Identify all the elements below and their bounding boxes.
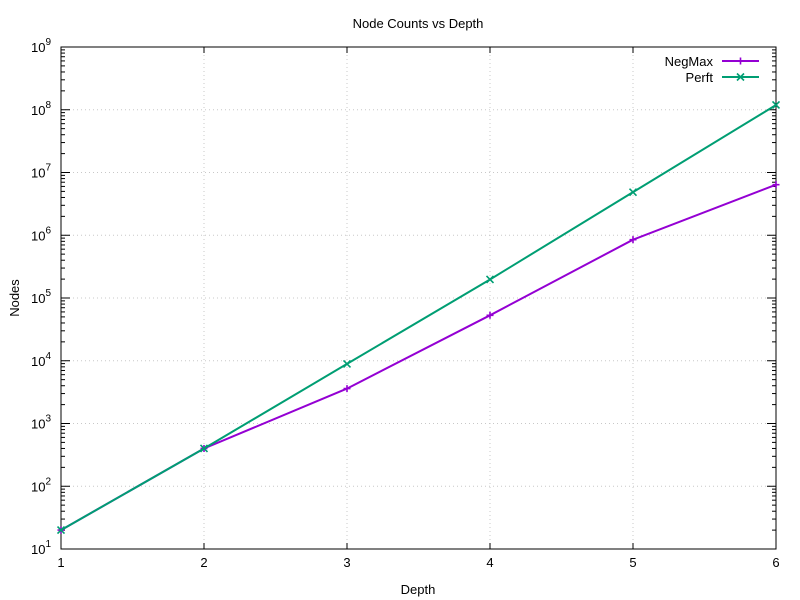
series-line-perft	[60, 104, 777, 531]
series-group	[56, 100, 781, 535]
data-point-perft	[56, 526, 66, 535]
data-point-perft	[628, 188, 638, 197]
grid-lines	[61, 47, 776, 549]
series-line-negmax	[60, 183, 777, 531]
axes: 1 2 3 4 5 6 101 102 103 104 105 106 107 108 109	[31, 37, 780, 570]
y-axis-label: Nodes	[7, 279, 22, 317]
plot-frame	[60, 46, 777, 550]
data-point-perft	[342, 359, 352, 368]
y-tick-label: 101	[31, 539, 51, 557]
y-tick-label: 106	[31, 225, 51, 243]
y-tick-label: 108	[31, 100, 51, 118]
data-point-negmax	[772, 181, 780, 189]
x-axis-label: Depth	[401, 582, 436, 597]
y-tick-label: 107	[31, 163, 51, 181]
data-point-perft	[771, 100, 781, 110]
series-perft	[56, 100, 781, 535]
series-negmax	[57, 181, 780, 534]
y-tick-label: 102	[31, 476, 51, 494]
y-tick-label: 104	[31, 351, 51, 369]
y-tick-label: 105	[31, 288, 51, 306]
x-tick-label: 6	[772, 555, 779, 570]
legend-marker-negmax	[737, 57, 744, 65]
legend-entry-perft: Perft	[686, 70, 759, 85]
y-tick-label: 103	[31, 414, 51, 432]
legend-label-perft: Perft	[686, 70, 714, 85]
legend-entry-negmax: NegMax	[665, 54, 759, 69]
x-tick-label: 5	[629, 555, 636, 570]
x-tick-label: 2	[200, 555, 207, 570]
data-point-negmax	[629, 236, 637, 244]
data-point-negmax	[343, 385, 351, 393]
x-tick-label: 1	[57, 555, 64, 570]
legend-marker-perft	[736, 72, 745, 82]
y-tick-label: 109	[31, 37, 51, 55]
x-tick-label: 4	[486, 555, 493, 570]
legend-label-negmax: NegMax	[665, 54, 714, 69]
data-point-perft	[199, 444, 209, 453]
data-point-negmax	[486, 311, 494, 319]
data-point-perft	[485, 275, 495, 284]
chart-title: Node Counts vs Depth	[353, 16, 484, 31]
x-tick-label: 3	[343, 555, 350, 570]
